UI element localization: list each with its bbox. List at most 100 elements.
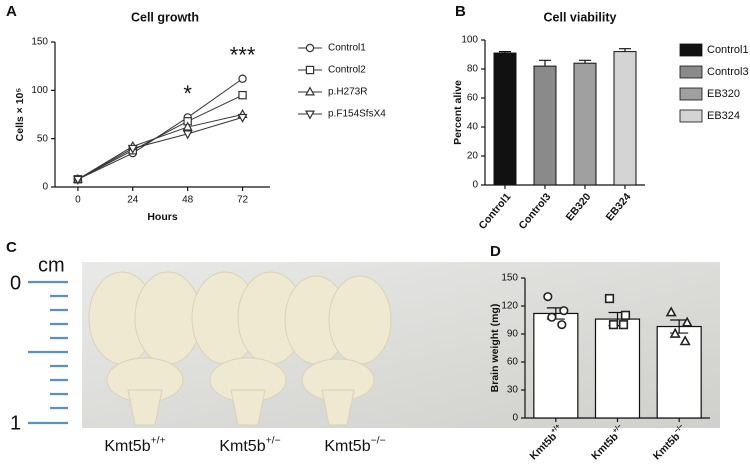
x-tick-label: 24 — [127, 195, 139, 206]
legend-swatch — [679, 109, 703, 123]
y-tick-label: 0 — [512, 413, 518, 424]
marker — [305, 43, 315, 53]
label-sup: +/+ — [151, 435, 166, 446]
y-tick-label: 40 — [467, 122, 479, 133]
x-tick-label: EB324 — [604, 191, 634, 223]
marker — [557, 320, 567, 330]
error-bar — [579, 59, 591, 64]
legend-label: p.F154SfsX4 — [328, 109, 386, 120]
y-tick-label: 80 — [467, 64, 479, 75]
series-line — [77, 114, 243, 180]
label-base: Kmt5b — [651, 431, 683, 463]
chart-title: Cell growth — [131, 10, 199, 24]
legend-label: EB324 — [707, 110, 740, 122]
chart-title: Cell viability — [544, 10, 617, 24]
y-tick-label: 150 — [31, 37, 48, 48]
x-axis-label: Hours — [147, 211, 177, 223]
x-tick-label: EB320 — [564, 191, 594, 223]
significance: *** — [230, 43, 256, 68]
label-base: Kmt5b — [527, 431, 559, 463]
y-tick-label: 0 — [472, 180, 478, 191]
y-tick-label: 50 — [37, 133, 49, 144]
brain — [191, 271, 305, 426]
error-bar — [619, 48, 631, 52]
bar — [656, 325, 702, 419]
y-tick-label: 150 — [501, 273, 518, 284]
y-tick-label: 100 — [31, 85, 48, 96]
marker — [237, 113, 248, 123]
scale-end: 1 — [10, 412, 21, 434]
genotype-label: Kmt5b+/− — [588, 423, 627, 462]
legend-swatch — [679, 65, 703, 79]
panel-letter: D — [490, 243, 501, 260]
label-base: Kmt5b — [104, 438, 150, 455]
label-base: Kmt5b — [324, 438, 370, 455]
marker — [238, 90, 247, 100]
marker — [559, 306, 569, 316]
label-sup: −/− — [371, 435, 386, 446]
marker — [127, 144, 138, 154]
marker — [72, 175, 83, 185]
x-tick-label: 72 — [237, 195, 249, 206]
marker — [618, 320, 629, 330]
label-sup: +/− — [611, 423, 623, 435]
y-tick-label: 100 — [461, 35, 478, 46]
marker — [608, 320, 619, 330]
panel-letter: A — [6, 3, 17, 20]
label-sup: +/+ — [550, 423, 562, 435]
label-sup: −/− — [673, 423, 685, 435]
marker — [681, 316, 693, 327]
series-line — [77, 116, 243, 180]
label-sup: +/− — [266, 435, 281, 446]
brain — [284, 275, 392, 426]
marker — [305, 86, 315, 96]
marker — [604, 293, 615, 304]
bar — [594, 318, 641, 419]
marker — [665, 306, 677, 317]
genotype-label: Kmt5b−/− — [650, 423, 689, 462]
legend-label: Control2 — [328, 65, 366, 76]
bar — [613, 51, 637, 186]
x-tick-label: 0 — [75, 195, 81, 206]
marker — [182, 121, 193, 131]
marker — [305, 110, 315, 120]
bar — [533, 65, 557, 186]
y-tick-label: 90 — [507, 329, 519, 340]
genotype-label: Kmt5b+/− — [219, 435, 280, 455]
y-axis-label: Percent alive — [452, 80, 464, 145]
error-bar — [499, 51, 511, 54]
bar — [493, 52, 517, 186]
panel-letter: B — [455, 3, 466, 20]
y-tick-label: 30 — [507, 385, 519, 396]
legend-swatch — [679, 43, 703, 57]
brain — [88, 271, 202, 426]
legend-swatch — [679, 87, 703, 101]
y-tick-label: 60 — [467, 93, 479, 104]
label-base: Kmt5b — [219, 438, 265, 455]
genotype-label: Kmt5b+/+ — [104, 435, 165, 455]
scale-start: 0 — [10, 272, 21, 294]
legend-label: Control1 — [328, 43, 366, 54]
genotype-label: Kmt5b−/− — [324, 435, 385, 455]
legend-label: Control1 — [707, 44, 749, 56]
x-tick-label: 48 — [182, 195, 194, 206]
x-tick-label: Control1 — [476, 191, 513, 232]
error-bar — [539, 59, 551, 67]
genotype-label: Kmt5b+/+ — [527, 423, 566, 462]
marker — [679, 335, 691, 346]
x-tick-label: Control3 — [516, 191, 553, 232]
y-tick-label: 20 — [467, 151, 479, 162]
label-base: Kmt5b — [589, 431, 621, 463]
marker — [547, 312, 557, 322]
marker — [543, 292, 553, 302]
legend-label: EB320 — [707, 88, 740, 100]
series-line — [77, 94, 243, 180]
y-tick-label: 120 — [501, 301, 518, 312]
scale-unit: cm — [38, 254, 65, 276]
legend-label: Control3 — [707, 66, 749, 78]
marker — [669, 327, 681, 338]
bar — [533, 312, 579, 419]
ruler — [28, 280, 68, 425]
y-tick-label: 0 — [42, 182, 48, 193]
